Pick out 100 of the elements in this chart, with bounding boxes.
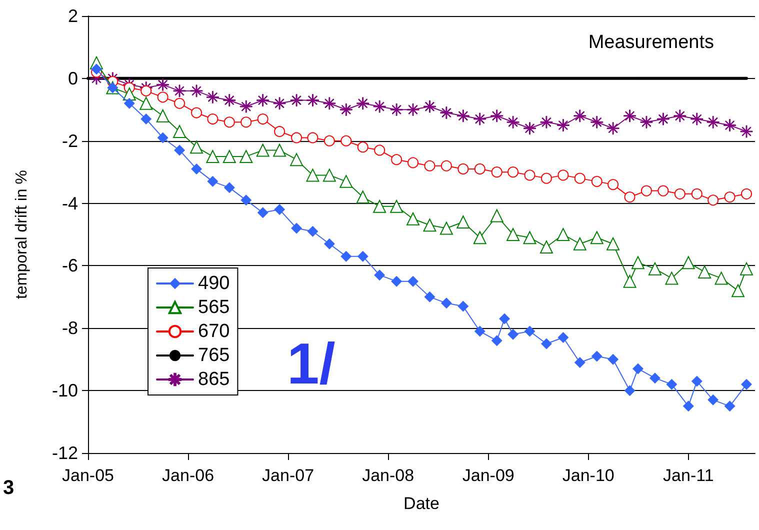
point (257, 207, 268, 218)
point (174, 144, 186, 156)
point (324, 238, 335, 250)
x-tick-label: Jan-07 (262, 466, 314, 485)
point (473, 231, 486, 244)
x-axis-title: Date (404, 494, 440, 513)
point (558, 332, 569, 344)
point (156, 78, 170, 91)
point (714, 272, 728, 285)
point (741, 188, 752, 200)
point (257, 114, 268, 125)
point (340, 135, 352, 146)
point (740, 125, 753, 138)
point (508, 166, 519, 178)
point (666, 378, 678, 390)
y-tick-label: -8 (62, 318, 78, 338)
point (691, 188, 702, 200)
point (124, 98, 135, 109)
point (741, 378, 752, 390)
point (357, 250, 368, 262)
point (90, 64, 102, 75)
legend-label: 565 (198, 297, 230, 318)
point (390, 200, 404, 213)
point (206, 150, 220, 163)
point (390, 103, 403, 116)
point (157, 92, 168, 103)
point (649, 372, 660, 384)
point (307, 226, 318, 237)
point (140, 96, 153, 110)
text: 3 (3, 477, 14, 499)
point (424, 291, 436, 302)
point (573, 237, 586, 250)
point (632, 363, 644, 374)
point (440, 222, 453, 235)
x-tick-label: Jan-09 (462, 466, 514, 485)
point (456, 110, 470, 122)
point (574, 356, 586, 368)
point (240, 194, 252, 206)
point (224, 116, 235, 128)
point (256, 144, 270, 157)
point (322, 168, 336, 182)
point (674, 188, 686, 200)
point (273, 144, 286, 157)
point (140, 114, 152, 125)
point (708, 394, 719, 406)
point (608, 179, 619, 190)
point (724, 192, 736, 203)
point (373, 200, 386, 213)
point (406, 103, 420, 116)
point (606, 122, 620, 135)
point (698, 265, 712, 278)
x-tick-label: Jan-06 (162, 466, 214, 485)
point (640, 185, 652, 196)
point (648, 262, 662, 276)
x-tick-label: Jan-11 (663, 466, 714, 485)
legend-label: 765 (198, 345, 230, 366)
point (190, 140, 204, 154)
point (458, 300, 469, 312)
point (291, 222, 302, 234)
point (458, 163, 469, 174)
point (540, 116, 553, 128)
point (408, 276, 419, 287)
point (373, 100, 386, 113)
point (608, 354, 619, 365)
annotation: Measurements (588, 32, 714, 53)
point (491, 335, 502, 346)
point (306, 94, 319, 107)
point (456, 216, 470, 229)
point (140, 85, 152, 96)
point (190, 84, 203, 98)
point (357, 142, 368, 153)
point (324, 135, 335, 146)
point (524, 170, 536, 181)
point (256, 94, 270, 107)
point (174, 98, 186, 109)
point (556, 119, 570, 132)
point (591, 176, 602, 187)
x-tick-label: Jan-05 (62, 466, 114, 485)
point (122, 88, 136, 101)
point (423, 218, 436, 232)
point (624, 385, 636, 396)
point (340, 103, 352, 116)
point (273, 97, 286, 110)
point (374, 144, 386, 156)
point (440, 106, 453, 120)
point (424, 160, 436, 172)
point (391, 276, 402, 287)
point (524, 326, 536, 337)
point (374, 270, 386, 281)
point (290, 94, 303, 107)
point (640, 116, 653, 128)
point (323, 97, 336, 110)
point (240, 116, 252, 128)
point (206, 90, 219, 104)
point (665, 272, 678, 285)
legend-label: 865 (198, 369, 230, 390)
point (340, 250, 352, 262)
point (474, 163, 486, 174)
point (508, 328, 519, 340)
point (224, 182, 235, 194)
